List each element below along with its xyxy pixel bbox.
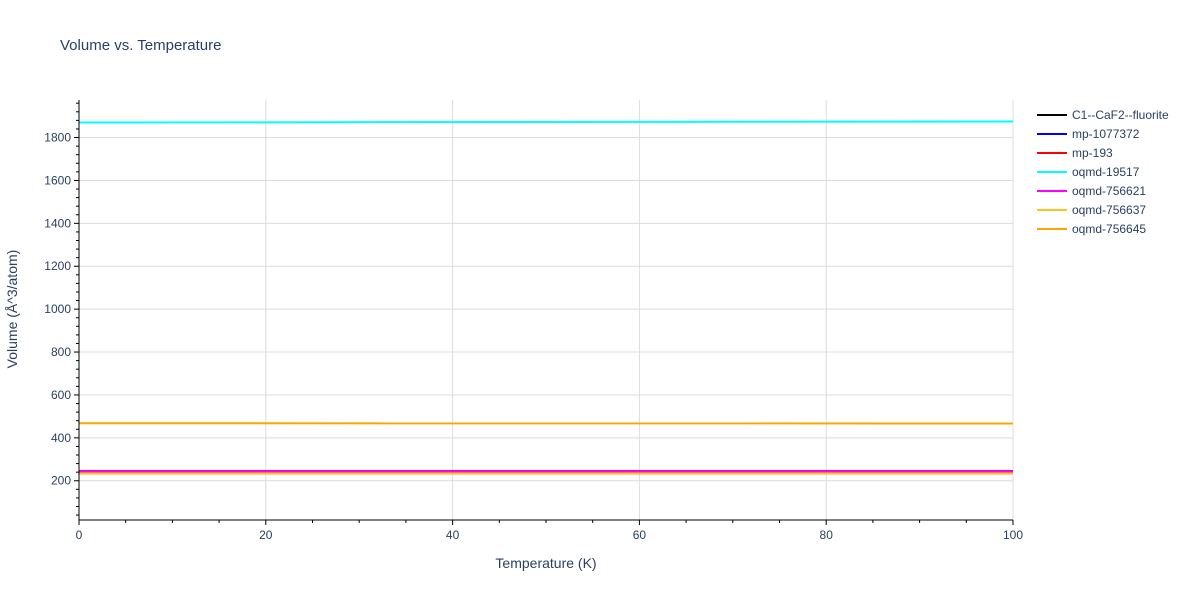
y-tick-label: 200 [51,474,71,488]
legend-item[interactable]: oqmd-756621 [1037,184,1146,198]
legend-label: oqmd-756621 [1072,184,1146,198]
legend: C1--CaF2--fluorite mp-1077372 mp-193 oqmd-1… [1037,108,1169,236]
y-tick-label: 600 [51,388,71,402]
x-axis-title: Temperature (K) [495,555,596,571]
x-tick-label: 40 [446,528,460,542]
y-tick-label: 800 [51,345,71,359]
x-tick-label: 20 [259,528,273,542]
x-tick-label: 60 [633,528,647,542]
legend-item[interactable]: mp-193 [1037,146,1113,160]
series-lines [78,120,1014,475]
y-axis-title: Volume (Å^3/atom) [4,250,20,369]
chart-title: Volume vs. Temperature [60,37,221,54]
y-tick-label: 1600 [44,173,71,187]
legend-label: mp-193 [1072,146,1113,160]
y-tick-label: 1000 [44,302,71,316]
legend-item[interactable]: oqmd-756645 [1037,222,1146,236]
legend-label: mp-1077372 [1072,127,1140,141]
axes: 0 20 40 60 80 100 200 400 600 800 1000 1200 1400 1600… [44,100,1023,542]
series-line [78,120,1014,124]
legend-item[interactable]: C1--CaF2--fluorite [1037,108,1169,122]
x-tick-label: 80 [820,528,834,542]
legend-label: oqmd-756637 [1072,203,1146,217]
grid-lines [79,100,1014,520]
x-tick-label: 100 [1003,528,1023,542]
legend-label: C1--CaF2--fluorite [1072,108,1169,122]
y-tick-label: 400 [51,431,71,445]
legend-label: oqmd-756645 [1072,222,1146,236]
legend-item[interactable]: oqmd-756637 [1037,203,1146,217]
y-tick-label: 1200 [44,259,71,273]
legend-item[interactable]: oqmd-19517 [1037,165,1140,179]
x-tick-label: 0 [76,528,83,542]
y-tick-label: 1800 [44,131,71,145]
legend-item[interactable]: mp-1077372 [1037,127,1140,141]
legend-label: oqmd-19517 [1072,165,1140,179]
y-tick-label: 1400 [44,216,71,230]
